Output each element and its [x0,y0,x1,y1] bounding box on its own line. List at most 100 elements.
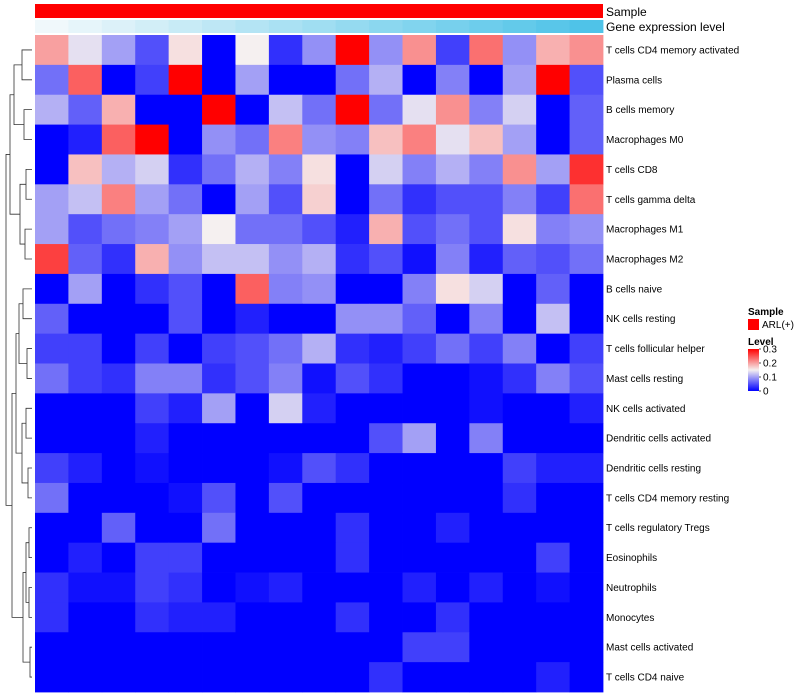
heatmap-cell [435,572,470,603]
heatmap-cell [469,64,504,96]
row-label: NK cells resting [606,314,675,325]
gene-expression-annotation-cell [402,20,437,33]
heatmap-cell [35,602,69,633]
heatmap-cell [35,154,69,185]
row-label: T cells CD4 memory resting [606,493,729,504]
heatmap-cell [569,154,604,185]
heatmap-cell [101,363,136,394]
heatmap-cell [369,184,403,215]
heatmap-cells [35,35,604,693]
heatmap-cell [101,333,136,364]
heatmap-cell [536,393,570,424]
heatmap-cell [536,303,570,335]
heatmap-cell [35,393,69,424]
heatmap-cell [435,363,470,394]
heatmap-cell [35,632,69,663]
dendrogram-branch [13,64,24,125]
heatmap-cell [536,154,570,185]
heatmap-cell [536,124,570,155]
legend-level-colorbar [748,349,759,391]
heatmap-cell [35,184,69,215]
heatmap-cell [135,542,170,573]
heatmap-cell [268,482,303,514]
heatmap-cell [569,214,604,245]
heatmap-cell [135,423,170,454]
heatmap-cell [369,602,403,633]
row-label: T cells regulatory Tregs [606,523,710,534]
heatmap-cell [168,184,203,215]
heatmap-cell [402,572,437,603]
gene-expression-annotation-cell [435,20,470,33]
heatmap-cell [435,632,470,663]
heatmap-cell [101,542,136,573]
heatmap-cell [35,214,69,245]
heatmap-cell [369,632,403,663]
heatmap-cell [435,602,470,633]
heatmap-cell [502,333,537,364]
heatmap-cell [402,512,437,544]
heatmap-cell [35,333,69,364]
heatmap-cell [369,542,403,573]
heatmap-cell [402,273,437,305]
heatmap-cell [536,572,570,603]
heatmap-cell [302,602,337,633]
heatmap-cell [235,184,270,215]
heatmap-cell [435,303,470,335]
heatmap-cell [335,154,370,185]
heatmap-cell [402,64,437,96]
gene-expression-annotation-cell [168,20,203,33]
heatmap-cell [35,94,69,125]
gene-expression-annotation-cell [135,20,170,33]
heatmap-cell [101,94,136,125]
heatmap-cell [168,482,203,514]
gene-expression-annotation-cell [101,20,136,33]
heatmap-cell [302,64,337,96]
heatmap-cell [235,393,270,424]
dendrogram-branch [28,587,32,618]
heatmap-cell [502,184,537,215]
heatmap-cell [402,214,437,245]
heatmap-cell [469,124,504,155]
heatmap-cell [569,662,604,693]
heatmap-cell [202,214,236,245]
dendrogram-branch [5,154,12,506]
heatmap-cell [268,632,303,663]
heatmap-cell [335,393,370,424]
heatmap-cell [335,214,370,245]
heatmap-cell [369,482,403,514]
heatmap-cell [101,512,136,544]
row-label: T cells gamma delta [606,195,696,206]
legend-tick-label: 0.3 [763,345,777,356]
heatmap-cell [235,542,270,573]
heatmap-cell [101,482,136,514]
heatmap-cell [68,662,103,693]
heatmap-cell [435,154,470,185]
heatmap-cell [502,423,537,454]
gene-expression-annotation-cell [302,20,337,33]
heatmap-cell [135,273,170,305]
heatmap-cell [569,363,604,394]
heatmap-cell [335,303,370,335]
heatmap-cell [68,512,103,544]
heatmap-cell [202,662,236,693]
heatmap-cell [101,423,136,454]
heatmap-cell [435,423,470,454]
heatmap-cell [101,244,136,275]
heatmap-cell [68,184,103,215]
heatmap-cell [302,542,337,573]
row-label: Macrophages M0 [606,135,684,146]
heatmap-cell [369,453,403,484]
heatmap-cell [469,512,504,544]
heatmap-cell [369,94,403,125]
heatmap-cell [302,303,337,335]
heatmap-cell [569,333,604,364]
heatmap-cell [268,572,303,603]
heatmap-cell [469,154,504,185]
heatmap-cell [302,662,337,693]
heatmap-cell [569,632,604,663]
heatmap-cell [402,154,437,185]
heatmap-cell [101,35,136,66]
heatmap-cell [235,632,270,663]
heatmap-cell [168,273,203,305]
heatmap-cell [469,244,504,275]
